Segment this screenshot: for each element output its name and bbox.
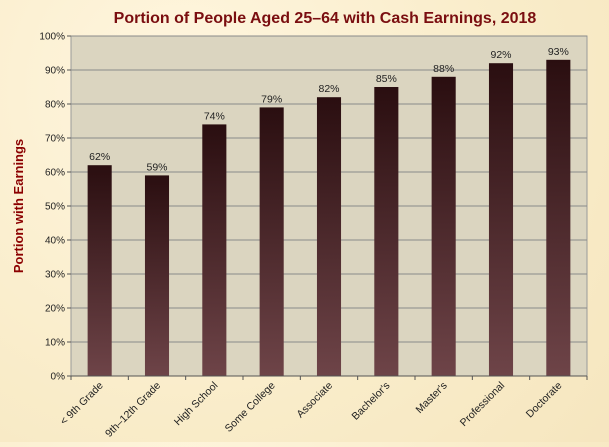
bar — [259, 107, 284, 377]
bar — [546, 59, 571, 377]
bar — [144, 175, 170, 376]
y-tick-label: 0% — [51, 372, 66, 383]
data-label: 59% — [146, 161, 167, 173]
y-tick-label: 20% — [45, 304, 65, 315]
y-tick-label: 60% — [45, 168, 65, 179]
data-label: 74% — [204, 110, 225, 122]
y-tick-label: 50% — [45, 202, 65, 213]
data-label: 62% — [89, 151, 110, 163]
data-label: 93% — [548, 46, 569, 58]
bars — [87, 59, 571, 377]
bar — [374, 87, 399, 376]
bar — [431, 76, 456, 377]
y-tick-label: 90% — [45, 66, 65, 77]
x-tick-label: < 9th Grade — [58, 380, 106, 428]
y-tick-label: 30% — [45, 270, 65, 281]
data-label: 82% — [318, 83, 339, 95]
x-tick-label: 9th–12th Grade — [103, 380, 163, 440]
y-tick-label: 10% — [45, 338, 65, 349]
data-label: 92% — [490, 49, 511, 61]
x-tick-label: Some College — [223, 380, 278, 435]
y-tick-label: 40% — [45, 236, 65, 247]
y-tick-label: 80% — [45, 100, 65, 111]
bar — [87, 165, 112, 376]
y-tick-label: 70% — [45, 134, 65, 145]
data-label: 79% — [261, 93, 282, 105]
y-tick-label: 100% — [39, 32, 65, 43]
x-tick-label: Master's — [413, 380, 449, 416]
bar — [488, 63, 514, 376]
x-tick-label: Professional — [458, 380, 507, 429]
x-tick-label: Doctorate — [524, 380, 565, 421]
chart-title: Portion of People Aged 25–64 with Cash E… — [114, 10, 537, 27]
data-label: 85% — [376, 73, 397, 85]
bar — [202, 124, 227, 377]
x-tick-label: High School — [172, 380, 221, 429]
data-labels: 62% 59% 74% 79% 82% 85% 88% 92% 93% — [89, 46, 569, 174]
x-tick-label: Associate — [294, 380, 335, 421]
y-axis-ticks: 0% 10% 20% 30% 40% 50% 60% 70% 80% 90% 100% — [39, 32, 71, 383]
data-label: 88% — [433, 63, 454, 75]
y-axis-label: Portion with Earnings — [11, 139, 26, 273]
x-tick-label: Bachelor's — [350, 380, 393, 423]
bar — [316, 97, 342, 376]
